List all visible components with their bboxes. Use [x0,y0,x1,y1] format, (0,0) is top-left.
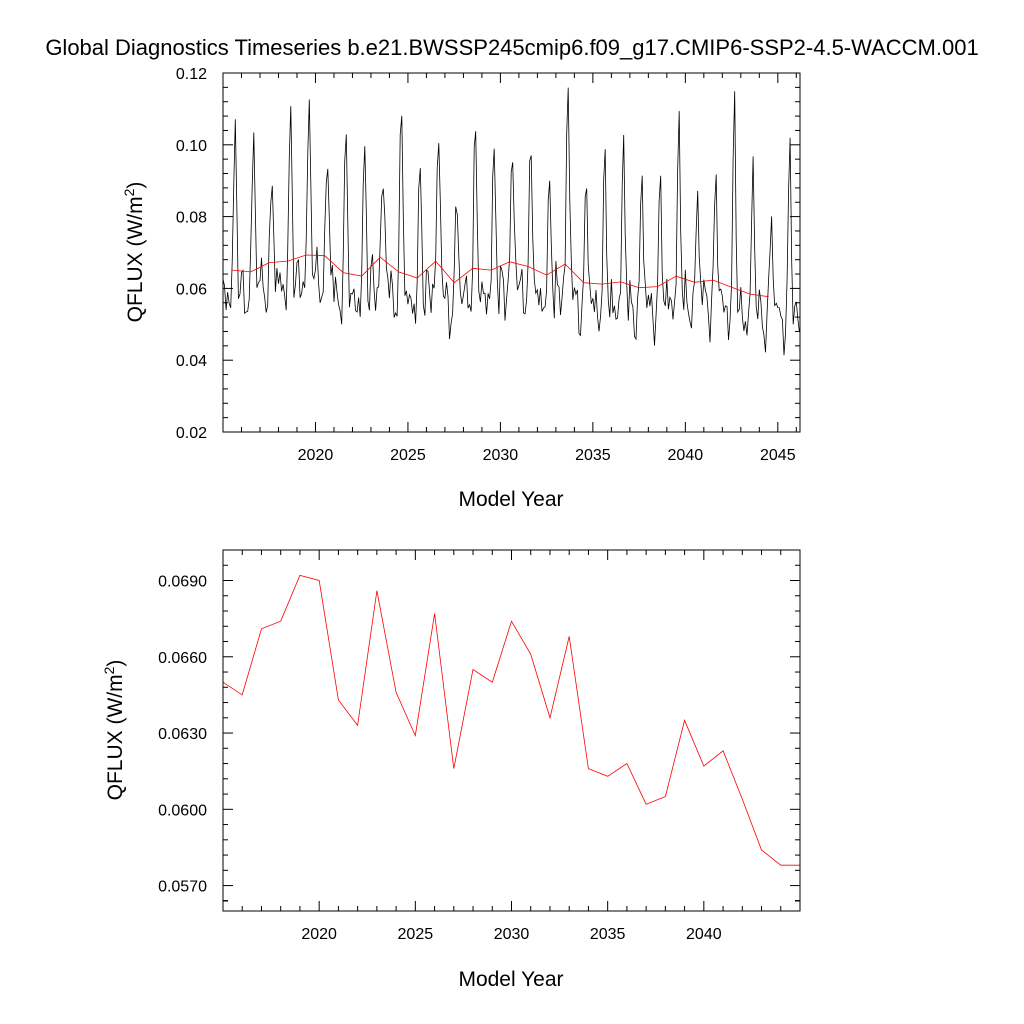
axis-ticks [222,72,800,433]
y-tick-label: 0.0690 [158,574,207,591]
x-tick-label: 2020 [301,926,337,943]
y-tick-label: 0.0660 [158,650,207,667]
x-tick-label: 2025 [398,926,434,943]
y-tick-label: 0.12 [176,66,207,83]
axis-ticks [222,549,801,911]
y-axis-label: QFLUX (W/m2) [101,660,127,801]
y-tick-label: 0.0600 [158,802,207,819]
monthly-series-line [222,87,800,356]
x-tick-label: 2035 [590,926,626,943]
monthly-timeseries-chart: 2020 2025 2030 2035 2040 2045 0.02 0.04 0.06 0.08… [121,66,801,511]
x-tick-label: 2030 [483,447,519,464]
x-tick-label: 2040 [668,447,704,464]
series-lines [222,574,800,866]
tick-labels: 2020 2025 2030 2035 2040 2045 0.02 0.04 0.06 0.08… [176,66,796,464]
plot-frame [222,549,801,912]
annual-mean-chart: 2020 2025 2030 2035 2040 0.0570 0.0600 0.0630 0.… [101,549,801,991]
y-tick-label: 0.0630 [158,726,207,743]
x-axis-label: Model Year [458,968,563,991]
chart-title: Global Diagnostics Timeseries b.e21.BWSS… [45,35,978,60]
x-tick-label: 2030 [494,926,530,943]
x-tick-label: 2025 [390,447,426,464]
y-axis-label: QFLUX (W/m2) [121,182,147,323]
x-tick-label: 2045 [760,447,796,464]
x-tick-label: 2040 [686,926,722,943]
x-tick-label: 2035 [575,447,611,464]
x-axis-label: Model Year [458,488,563,511]
y-tick-label: 0.10 [176,138,207,155]
y-tick-label: 0.02 [176,425,207,442]
y-tick-label: 0.06 [176,281,207,298]
tick-labels: 2020 2025 2030 2035 2040 0.0570 0.0600 0.0630 0.… [158,574,722,943]
x-tick-label: 2020 [298,447,334,464]
y-tick-label: 0.0570 [158,879,207,896]
plot-frame [222,72,801,433]
y-tick-label: 0.08 [176,210,207,227]
series-lines [222,87,800,356]
annual-mean-line [232,254,769,298]
y-tick-label: 0.04 [176,353,207,370]
annual-mean-line [222,574,800,866]
